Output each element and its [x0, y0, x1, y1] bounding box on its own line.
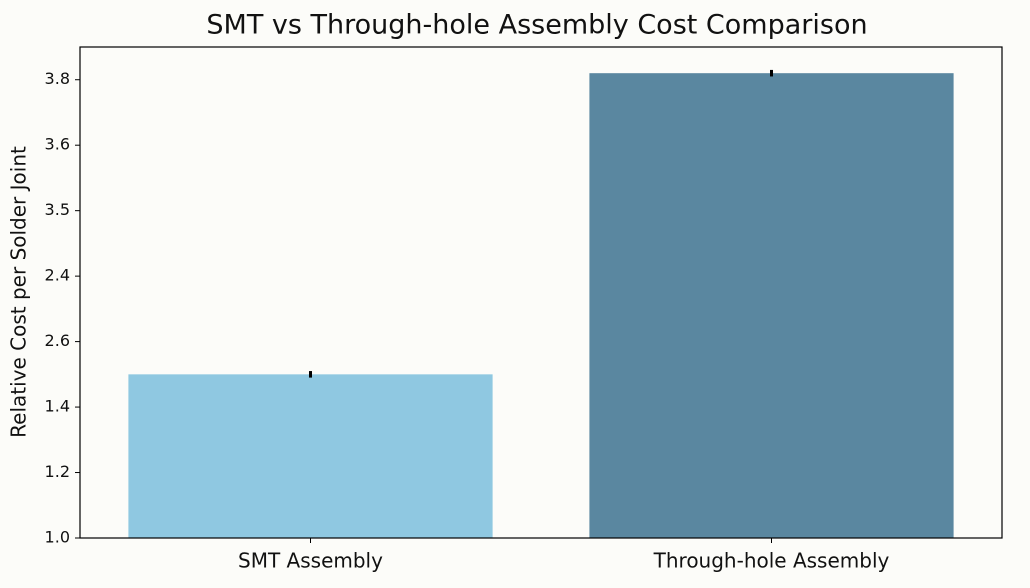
y-tick-label: 3.6 [45, 135, 70, 154]
plot-area: 1.0 1.2 1.4 2.6 2.4 3.5 3.6 3.8 SMT Assembly Thro… [45, 69, 954, 573]
bar [589, 73, 954, 538]
chart-title: SMT vs Through-hole Assembly Cost Compar… [206, 10, 867, 41]
y-tick-label: 2.4 [45, 266, 70, 285]
y-tick-label: 1.2 [45, 462, 70, 481]
y-axis-label: Relative Cost per Solder Joint [7, 146, 31, 438]
y-tick-label: 3.5 [45, 200, 70, 219]
y-tick-label: 1.4 [45, 397, 70, 416]
y-tick-label: 3.8 [45, 69, 70, 88]
bar [128, 374, 493, 538]
y-tick-label: 2.6 [45, 331, 70, 350]
x-tick-label: Through-hole Assembly [653, 549, 890, 573]
y-tick-label: 1.0 [45, 528, 70, 547]
x-tick-label: SMT Assembly [238, 549, 383, 573]
axes-frame [79, 46, 1003, 539]
